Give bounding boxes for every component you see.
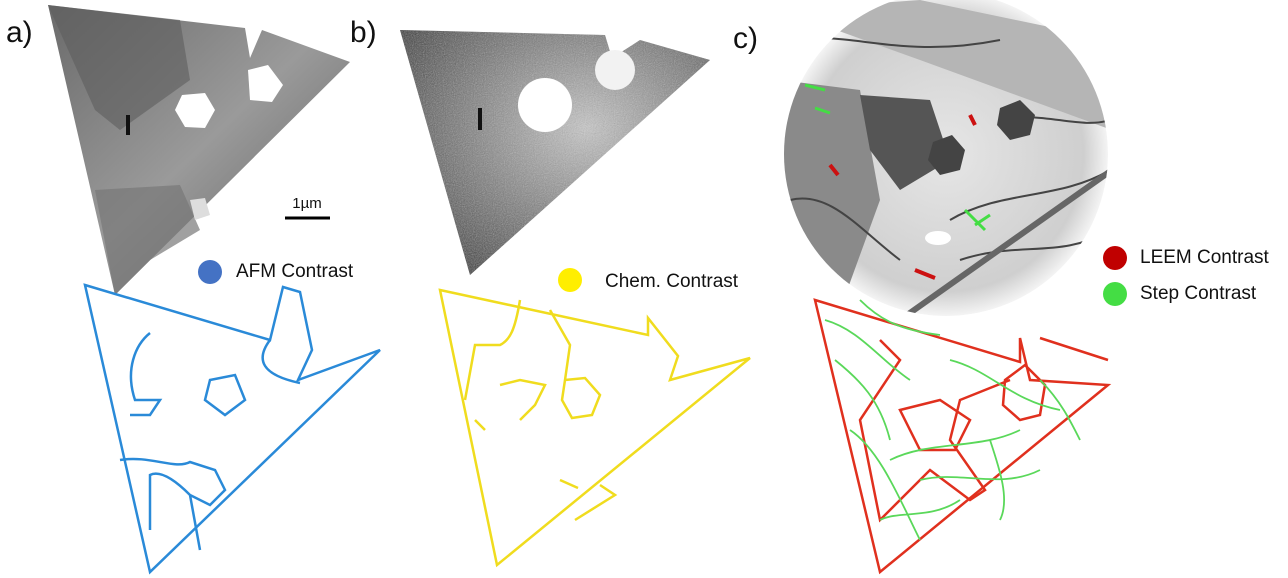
leem-image xyxy=(784,0,1108,316)
step-outline xyxy=(824,299,1081,541)
chem-image xyxy=(400,30,710,275)
legend-label: LEEM Contrast xyxy=(1140,247,1270,268)
legend-label: Step Contrast xyxy=(1140,283,1257,304)
legend-dot xyxy=(558,268,582,292)
panel-label: b) xyxy=(350,16,377,49)
legend-label: AFM Contrast xyxy=(236,261,354,282)
legend-dot xyxy=(1103,282,1127,306)
scale-bar-label: 1µm xyxy=(292,195,321,212)
panel-label: a) xyxy=(6,16,33,49)
afm-outline xyxy=(83,283,381,575)
legend-dot xyxy=(198,260,222,284)
afm-image xyxy=(48,5,350,295)
panel-label: c) xyxy=(733,22,758,55)
leem-outline xyxy=(813,298,1112,575)
legend-label: Chem. Contrast xyxy=(605,271,739,292)
legend-dot xyxy=(1103,246,1127,270)
chem-outline xyxy=(438,288,751,568)
